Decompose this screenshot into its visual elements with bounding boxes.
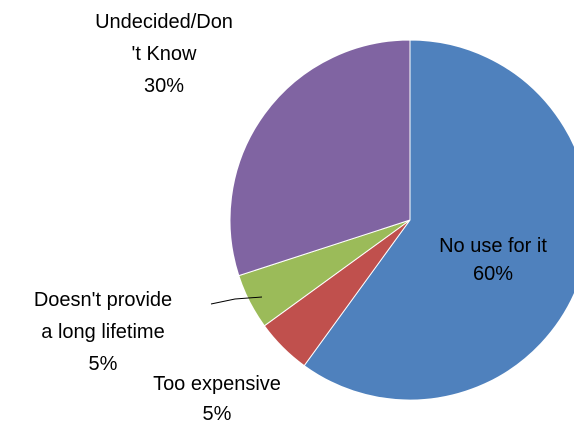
slice-label-2: Doesn't provide a long lifetime 5% — [34, 289, 172, 375]
slice-label-3: Undecided/Don 't Know 30% — [95, 11, 233, 97]
slice-category-label: Too expensive — [153, 373, 281, 395]
pie-slices — [229, 39, 574, 401]
slice-value-label: 5% — [203, 403, 232, 425]
slice-category-label: a long lifetime — [41, 321, 164, 343]
slice-category-label: Undecided/Don — [95, 11, 233, 33]
slice-label-1: Too expensive 5% — [153, 373, 281, 425]
leader-line-2 — [210, 296, 263, 305]
leader-lines — [210, 296, 263, 305]
slice-category-label: Doesn't provide — [34, 289, 172, 311]
slice-label-0: No use for it 60% — [439, 235, 547, 285]
slice-category-label: 't Know — [132, 43, 198, 65]
pie-slice-0 — [303, 39, 574, 401]
slice-value-label: 30% — [144, 75, 184, 97]
slice-category-label: No use for it — [439, 235, 547, 257]
pie-slice-3 — [229, 39, 411, 277]
slice-value-label: 60% — [473, 263, 513, 285]
slice-labels: No use for it 60%Too expensive 5%Doesn't p… — [34, 11, 548, 425]
slice-value-label: 5% — [89, 353, 118, 375]
